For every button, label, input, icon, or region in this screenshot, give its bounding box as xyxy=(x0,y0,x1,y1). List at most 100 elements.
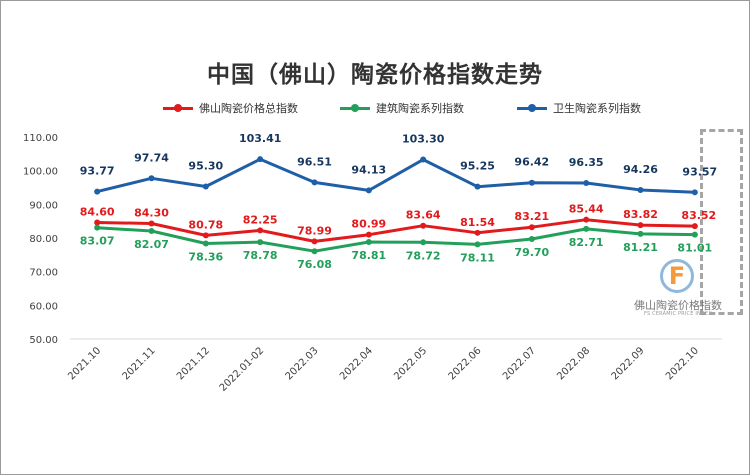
y-tick-label: 70.00 xyxy=(29,268,58,279)
legend-swatch-building xyxy=(340,104,370,112)
y-tick-label: 90.00 xyxy=(29,200,58,211)
data-label: 83.21 xyxy=(514,210,549,223)
data-label: 94.26 xyxy=(623,163,658,176)
data-point xyxy=(528,236,535,243)
data-label: 76.08 xyxy=(297,258,332,271)
data-point xyxy=(94,224,101,231)
highlight-dashed-box xyxy=(700,129,743,315)
data-point xyxy=(365,239,372,246)
data-label: 96.42 xyxy=(514,156,549,169)
data-point xyxy=(148,220,155,227)
data-label: 103.30 xyxy=(402,133,445,146)
data-label: 78.36 xyxy=(188,251,223,264)
data-label: 78.78 xyxy=(243,249,278,262)
data-point xyxy=(528,224,535,231)
data-point xyxy=(311,179,318,186)
data-label: 96.35 xyxy=(569,156,604,169)
data-label: 103.41 xyxy=(239,132,281,145)
data-label: 95.30 xyxy=(188,159,223,172)
data-label: 78.11 xyxy=(460,251,495,264)
data-label: 95.25 xyxy=(460,160,495,173)
legend-item-building: 建筑陶瓷系列指数 xyxy=(340,98,464,118)
data-point xyxy=(474,229,481,236)
data-point xyxy=(365,231,372,238)
series-line-0 xyxy=(97,218,695,243)
data-point xyxy=(257,156,264,163)
data-point xyxy=(528,179,535,186)
data-point xyxy=(583,225,590,232)
data-point xyxy=(691,223,698,230)
data-point xyxy=(691,189,698,196)
data-point xyxy=(583,216,590,223)
data-label: 81.54 xyxy=(460,216,495,229)
y-tick-label: 60.00 xyxy=(29,301,58,312)
data-point xyxy=(148,175,155,182)
x-tick-label: 2022.03 xyxy=(284,345,321,382)
data-point xyxy=(257,239,264,246)
data-point xyxy=(637,230,644,237)
data-label: 82.07 xyxy=(134,238,169,251)
data-point xyxy=(365,187,372,194)
data-label: 83.07 xyxy=(80,235,115,248)
data-label: 93.77 xyxy=(80,165,115,178)
x-tick-label: 2022.04 xyxy=(338,345,375,382)
data-point xyxy=(257,227,264,234)
legend-item-total: 佛山陶瓷价格总指数 xyxy=(163,98,298,118)
data-point xyxy=(420,156,427,163)
x-tick-label: 2022.07 xyxy=(501,345,538,382)
data-label: 78.99 xyxy=(297,224,332,237)
data-point xyxy=(311,248,318,255)
chart-title: 中国（佛山）陶瓷价格指数走势 xyxy=(207,62,543,88)
x-tick-label: 2022.09 xyxy=(610,345,647,382)
x-tick-label: 2021.10 xyxy=(66,345,103,382)
data-label: 97.74 xyxy=(134,151,169,164)
data-point xyxy=(94,219,101,226)
legend-label-building: 建筑陶瓷系列指数 xyxy=(376,102,464,115)
data-point xyxy=(474,183,481,190)
data-point xyxy=(202,232,209,239)
data-point xyxy=(637,222,644,229)
data-point xyxy=(583,179,590,186)
legend-item-sanitary: 卫生陶瓷系列指数 xyxy=(517,98,641,118)
x-tick-label: 2022.10 xyxy=(664,345,701,382)
x-tick-label: 2022.08 xyxy=(555,345,592,382)
y-tick-label: 80.00 xyxy=(29,234,58,245)
data-label: 84.60 xyxy=(80,206,115,219)
y-tick-label: 110.00 xyxy=(23,133,58,144)
legend-swatch-sanitary xyxy=(517,104,547,112)
data-point xyxy=(311,238,318,245)
data-label: 85.44 xyxy=(569,203,604,216)
data-label: 93.57 xyxy=(682,165,717,178)
legend: 佛山陶瓷价格总指数 建筑陶瓷系列指数 卫生陶瓷系列指数 xyxy=(0,98,750,118)
data-point xyxy=(94,188,101,195)
series-line-2 xyxy=(96,157,695,194)
data-label: 81.21 xyxy=(623,241,658,254)
data-label: 96.51 xyxy=(297,155,332,168)
watermark-name-cn: 佛山陶瓷价格指数 xyxy=(634,299,722,312)
series-line-1 xyxy=(97,226,695,253)
x-tick-label: 2022.05 xyxy=(392,345,429,382)
x-tick-label: 2022.01-02 xyxy=(218,345,267,394)
data-point xyxy=(691,231,698,238)
x-tick-label: 2021.12 xyxy=(175,345,212,382)
y-tick-label: 100.00 xyxy=(23,167,58,178)
data-label: 78.81 xyxy=(351,249,386,262)
data-point xyxy=(637,186,644,193)
data-point xyxy=(202,240,209,247)
data-label: 81.01 xyxy=(677,242,712,255)
data-point xyxy=(474,241,481,248)
data-label: 94.13 xyxy=(351,163,386,176)
data-label: 80.78 xyxy=(188,218,223,231)
data-label: 84.30 xyxy=(134,207,169,220)
data-label: 82.25 xyxy=(243,213,278,226)
data-label: 83.52 xyxy=(681,209,716,222)
watermark-name-en: FS CERAMIC PRICE INDEX xyxy=(643,311,713,317)
y-tick-label: 50.00 xyxy=(29,335,58,346)
data-label: 83.64 xyxy=(406,209,441,222)
legend-swatch-total xyxy=(163,104,193,112)
x-tick-label: 2021.11 xyxy=(121,345,158,382)
x-tick-label: 2022.06 xyxy=(447,345,484,382)
legend-label-sanitary: 卫生陶瓷系列指数 xyxy=(553,102,641,115)
